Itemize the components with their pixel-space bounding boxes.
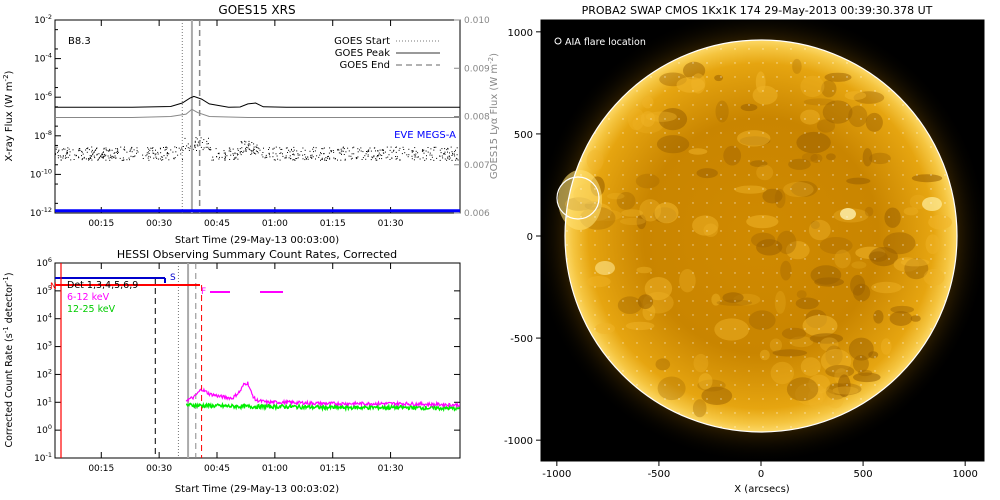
- legend-12-25: 12-25 keV: [67, 304, 116, 315]
- swap-xtick-label: -1000: [542, 469, 571, 480]
- hessi-ytick-label: 10-1: [34, 451, 52, 464]
- swap-xtick-label: 1000: [952, 469, 977, 480]
- goes-lya-series-line: [55, 108, 460, 118]
- goes-y2tick-label: 0.009: [464, 64, 490, 74]
- goes-xrs-series-line: [55, 95, 460, 108]
- swap-ytick-label: 1000: [508, 28, 533, 39]
- hessi-x-axis: 00:15 00:30 00:45 01:00 01:15 01:30: [88, 263, 404, 474]
- goes-ytick-label: 10-12: [30, 206, 52, 219]
- goes-event-lines: [181, 20, 201, 213]
- hessi-y-axis: 10-1 100 101 102 103 104 105 106: [34, 256, 460, 464]
- swap-xtick-label: 0: [758, 469, 764, 480]
- hessi-event-lines: [154, 263, 203, 458]
- legend-6-12: 6-12 keV: [67, 292, 110, 303]
- goes-ytick-label: 10-8: [34, 129, 52, 142]
- annotation-circle-icon: [554, 37, 562, 45]
- swap-xlabel: X (arcsecs): [734, 484, 790, 495]
- hessi-ytick-label: 106: [36, 256, 52, 269]
- eve-label: EVE MEGS-A: [394, 130, 456, 141]
- goes-plot-frame: [54, 19, 461, 214]
- hessi-title: HESSI Observing Summary Count Rates, Cor…: [117, 248, 397, 261]
- goes-ytick-label: 10-6: [34, 90, 52, 103]
- swap-x-axis: -1000 -500 0 500 1000: [542, 461, 978, 480]
- hessi-ytick-label: 105: [36, 284, 52, 297]
- goes-y2tick-label: 0.010: [464, 16, 490, 26]
- hessi-ytick-label: 104: [36, 312, 52, 325]
- hessi-xtick-label: 01:15: [320, 464, 346, 474]
- hessi-xtick-label: 01:00: [262, 464, 288, 474]
- swap-ytick-label: 0: [527, 232, 533, 243]
- hessi-ylabel: Corrected Count Rate (s-1 detector-1): [2, 272, 15, 447]
- goes-y-axis: 10-12 10-10 10-8 10-6 10-4 10-2: [30, 13, 61, 219]
- goes-y2tick-label: 0.007: [464, 161, 490, 171]
- hessi-xtick-label: 00:30: [146, 464, 172, 474]
- goes-xtick-label: 01:00: [262, 219, 288, 229]
- swap-ytick-label: -1000: [504, 436, 533, 447]
- goes-xtick-label: 01:15: [320, 219, 346, 229]
- hessi-ytick-label: 102: [36, 367, 52, 380]
- goes-xtick-label: 01:30: [378, 219, 404, 229]
- hessi-xtick-label: 01:30: [378, 464, 404, 474]
- hessi-xtick-label: 00:15: [88, 464, 114, 474]
- swap-annotation: AIA flare location: [565, 37, 646, 48]
- hessi-legend: Det 1,3,4,5,6,9 6-12 keV 12-25 keV: [67, 280, 138, 315]
- hessi-panel: HESSI Observing Summary Count Rates, Cor…: [2, 248, 461, 495]
- legend-goes-end: GOES End: [340, 60, 390, 71]
- goes-ytick-label: 10-4: [34, 52, 52, 65]
- goes-xtick-label: 00:30: [146, 219, 172, 229]
- swap-frame: [540, 19, 985, 462]
- legend-goes-peak: GOES Peak: [335, 48, 390, 59]
- legend-goes-start: GOES Start: [334, 36, 390, 47]
- swap-y-axis: -1000 -500 0 500 1000: [504, 28, 541, 447]
- flag-s: S: [170, 273, 176, 283]
- goes-class-label: B8.3: [68, 36, 91, 47]
- swap-image: [541, 20, 984, 461]
- goes-xtick-label: 00:45: [204, 219, 230, 229]
- goes-panel: GOES15 XRS B8.3 10-1210-1010-810-610-410…: [2, 3, 500, 246]
- limb-circle: [564, 39, 958, 433]
- swap-panel: PROBA2 SWAP CMOS 1Kx1K 174 29-May-2013 0…: [504, 4, 985, 495]
- hessi-xlabel: Start Time (29-May-13 00:03:02): [175, 484, 339, 495]
- hessi-ytick-label: 100: [36, 423, 52, 436]
- legend-det: Det 1,3,4,5,6,9: [67, 280, 138, 291]
- goes-xlabel: Start Time (29-May-13 00:03:00): [175, 235, 339, 246]
- goes-xtick-label: 00:15: [88, 219, 114, 229]
- hessi-6-12-series-line: [185, 381, 460, 409]
- goes-y2tick-label: 0.008: [464, 113, 490, 123]
- goes-ytick-label: 10-2: [34, 13, 52, 26]
- goes-y2-axis: 0.006 0.007 0.008 0.009 0.010: [454, 16, 490, 219]
- goes-scatter-noise: [55, 137, 459, 161]
- aia-flare-circle: [556, 176, 600, 220]
- swap-ytick-label: -500: [510, 334, 533, 345]
- swap-ytick-label: 500: [514, 130, 533, 141]
- goes-ytick-label: 10-10: [30, 167, 52, 180]
- goes-ylabel: X-ray Flux (W m-2): [2, 70, 15, 161]
- hessi-xtick-label: 00:45: [204, 464, 230, 474]
- swap-xtick-label: -500: [648, 469, 671, 480]
- goes-title: GOES15 XRS: [218, 3, 295, 17]
- goes-y2label: GOES15 Lyα Flux (W m-2): [487, 53, 500, 179]
- swap-xtick-label: 500: [854, 469, 873, 480]
- hessi-plot-frame: [54, 262, 461, 459]
- hessi-ytick-label: 101: [36, 395, 52, 408]
- hessi-12-25-series-line: [185, 401, 460, 413]
- hessi-ytick-label: 103: [36, 340, 52, 353]
- flag-n: N: [50, 282, 57, 292]
- goes-y2tick-label: 0.006: [464, 209, 490, 219]
- swap-title: PROBA2 SWAP CMOS 1Kx1K 174 29-May-2013 0…: [582, 4, 933, 17]
- flag-f: F: [201, 287, 206, 297]
- goes-legend: GOES Start GOES Peak GOES End: [334, 36, 440, 71]
